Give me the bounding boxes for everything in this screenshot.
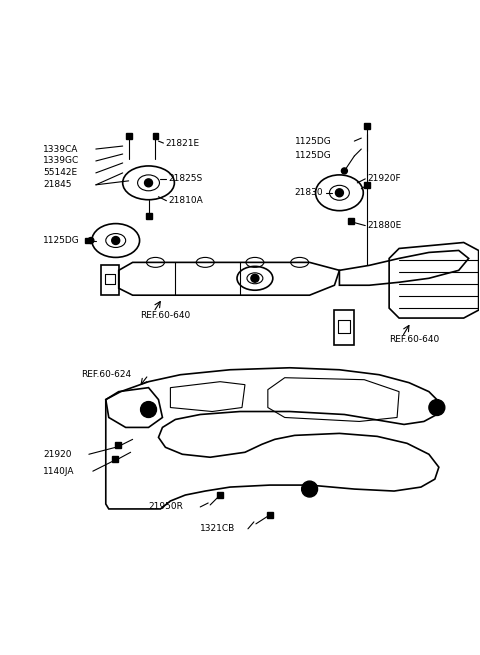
- Bar: [348, 217, 354, 223]
- Text: 21825S: 21825S: [168, 174, 203, 183]
- Text: 21845: 21845: [43, 180, 72, 189]
- Bar: [217, 492, 223, 498]
- Circle shape: [144, 179, 153, 187]
- Text: 21821E: 21821E: [166, 139, 200, 147]
- Bar: [115, 442, 120, 448]
- Circle shape: [336, 189, 343, 196]
- Text: 21920F: 21920F: [367, 174, 401, 183]
- Text: 1125DG: 1125DG: [295, 137, 331, 145]
- Text: 1339GC: 1339GC: [43, 157, 79, 166]
- Circle shape: [301, 481, 318, 497]
- Text: REF.60-640: REF.60-640: [389, 335, 439, 345]
- Bar: [85, 238, 91, 244]
- Bar: [126, 133, 132, 139]
- Text: 1125DG: 1125DG: [43, 236, 80, 245]
- Text: 21950R: 21950R: [148, 502, 183, 512]
- Text: 1321CB: 1321CB: [200, 525, 236, 533]
- Text: 1125DG: 1125DG: [295, 151, 331, 160]
- Bar: [364, 123, 370, 129]
- Circle shape: [141, 402, 156, 417]
- Text: 21810A: 21810A: [168, 196, 203, 205]
- Text: 55142E: 55142E: [43, 168, 77, 178]
- Circle shape: [429, 400, 445, 415]
- Text: REF.60-640: REF.60-640: [141, 310, 191, 320]
- Circle shape: [341, 168, 348, 174]
- Text: 1140JA: 1140JA: [43, 466, 75, 476]
- Text: 1339CA: 1339CA: [43, 145, 79, 153]
- Text: 21830: 21830: [295, 188, 324, 197]
- Bar: [145, 213, 152, 219]
- Circle shape: [88, 238, 94, 244]
- Bar: [153, 133, 158, 139]
- Circle shape: [112, 236, 120, 244]
- Text: 21880E: 21880E: [367, 221, 401, 230]
- Bar: [267, 512, 273, 518]
- Bar: [364, 182, 370, 188]
- Text: REF.60-624: REF.60-624: [81, 370, 131, 379]
- Bar: [112, 457, 118, 462]
- Text: 21920: 21920: [43, 450, 72, 458]
- Circle shape: [251, 274, 259, 282]
